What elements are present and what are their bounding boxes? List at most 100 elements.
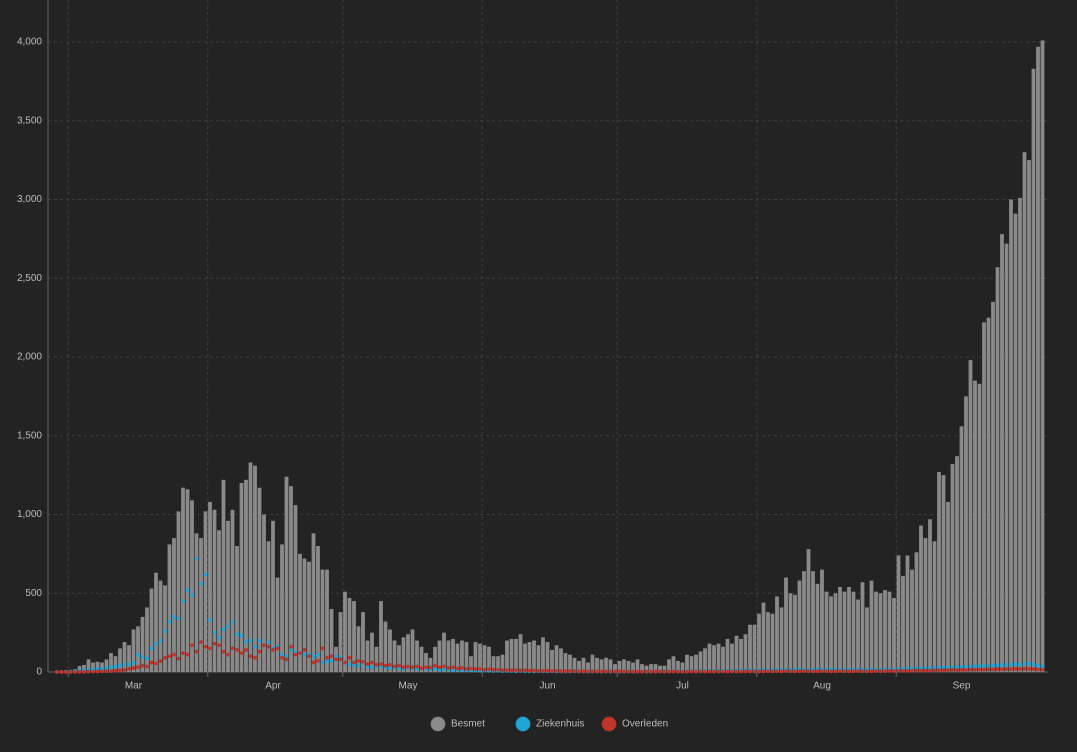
bar — [725, 638, 730, 672]
bar — [482, 645, 487, 672]
point — [1009, 667, 1013, 672]
point — [343, 660, 347, 665]
point — [505, 668, 509, 673]
bar — [329, 609, 334, 672]
point — [734, 669, 739, 674]
point — [118, 663, 122, 668]
bar — [518, 634, 523, 672]
point — [284, 657, 289, 662]
point — [685, 669, 689, 674]
bar — [662, 665, 667, 672]
point — [280, 655, 284, 660]
point — [266, 640, 271, 644]
point — [595, 669, 599, 674]
point — [761, 669, 766, 674]
point — [617, 669, 622, 674]
bar — [86, 659, 91, 672]
point — [599, 669, 604, 674]
bar — [595, 657, 599, 672]
point — [230, 646, 235, 651]
point — [217, 643, 221, 648]
bar — [676, 660, 680, 672]
point — [370, 660, 374, 665]
bar — [1027, 160, 1031, 672]
point — [613, 669, 617, 674]
point — [680, 669, 685, 674]
point — [662, 669, 667, 674]
point — [955, 668, 959, 673]
point — [239, 651, 244, 655]
point — [455, 666, 460, 671]
point — [199, 640, 203, 644]
bar — [1004, 243, 1009, 672]
point — [244, 648, 248, 652]
point — [703, 669, 707, 674]
bar — [982, 322, 986, 672]
point — [937, 668, 941, 673]
bar — [257, 487, 262, 672]
bar — [559, 648, 563, 672]
bar — [473, 642, 478, 672]
bar — [140, 616, 145, 672]
point — [1013, 662, 1018, 667]
point — [154, 641, 158, 646]
bar — [860, 582, 865, 672]
bar — [478, 643, 482, 672]
point — [653, 669, 658, 674]
point — [842, 669, 847, 674]
bar — [914, 552, 919, 672]
point — [658, 669, 662, 674]
bar — [316, 546, 320, 672]
point — [514, 668, 518, 673]
point — [707, 669, 712, 674]
bar — [829, 596, 833, 672]
point — [973, 664, 977, 668]
point — [329, 659, 334, 663]
bar — [1009, 199, 1013, 672]
point — [379, 662, 383, 667]
bar — [761, 602, 766, 672]
point — [410, 665, 415, 670]
point — [140, 655, 145, 659]
point — [608, 669, 613, 674]
point — [887, 668, 892, 673]
bar — [464, 642, 469, 672]
point — [577, 669, 581, 674]
bar — [154, 572, 158, 672]
point — [923, 668, 928, 673]
bar — [181, 487, 185, 672]
point — [460, 666, 464, 670]
bar — [203, 511, 208, 672]
bar — [131, 629, 136, 672]
bar — [932, 541, 937, 672]
point — [964, 668, 968, 672]
point — [910, 668, 914, 673]
point — [1013, 666, 1018, 671]
bar — [158, 580, 163, 672]
bar — [343, 591, 347, 672]
bar — [955, 456, 959, 672]
bar — [716, 643, 721, 672]
point — [145, 664, 149, 669]
point — [203, 644, 208, 649]
point — [397, 663, 401, 668]
point — [149, 660, 154, 665]
bar — [491, 656, 496, 672]
bar — [365, 640, 370, 672]
bar — [118, 648, 122, 672]
point — [59, 670, 64, 674]
point — [874, 669, 878, 673]
point — [968, 667, 973, 672]
bar — [973, 380, 977, 672]
bar — [770, 613, 775, 672]
point — [221, 627, 226, 632]
point — [586, 669, 590, 674]
bar — [392, 640, 397, 672]
x-tick-label: Sep — [953, 681, 971, 692]
legend-swatch — [601, 716, 617, 732]
point — [190, 643, 194, 648]
bar — [923, 538, 928, 672]
point — [302, 652, 307, 657]
point — [212, 630, 217, 635]
point — [955, 665, 959, 669]
